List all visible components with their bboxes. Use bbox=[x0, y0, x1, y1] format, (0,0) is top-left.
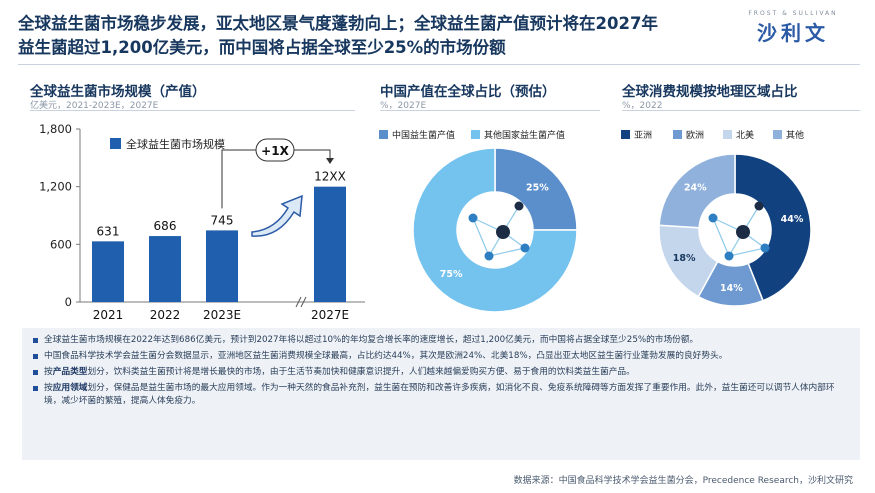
bullet-item-3: 按产品类型划分，饮料类益生菌预计将是增长最快的市场，由于生活节奏加快和健康意识提… bbox=[32, 366, 850, 379]
bar-value-label: 631 bbox=[97, 224, 120, 238]
bar-2023E bbox=[206, 230, 238, 302]
legend-swatch bbox=[673, 130, 682, 139]
legend-swatch bbox=[773, 130, 782, 139]
donut-hole bbox=[457, 192, 533, 268]
right-section-rule bbox=[622, 110, 860, 111]
bullet-3-emphasis: 产品类型 bbox=[52, 367, 88, 377]
bar-value-label: 12XX bbox=[314, 170, 346, 184]
bullet-3-text: 划分，饮料类益生菌预计将是增长最快的市场，由于生活节奏加快和健康意识提升，人们越… bbox=[87, 367, 635, 377]
legend-label: 其他国家益生菌产值 bbox=[484, 129, 565, 141]
page-headline: 全球益生菌市场稳步发展，亚太地区景气度蓬勃向上；全球益生菌产值预计将在2027年… bbox=[18, 12, 738, 60]
pie-value-label: 44% bbox=[781, 214, 804, 225]
pie-value-label: 75% bbox=[440, 269, 463, 280]
growth-badge bbox=[255, 138, 295, 162]
molecule-bond bbox=[728, 247, 766, 257]
donut-hole bbox=[699, 194, 771, 266]
bullet-3-prefix: 按 bbox=[44, 367, 53, 377]
middle-section-title: 中国产值在全球占比（预估） bbox=[380, 84, 556, 100]
middle-section-subtitle: %，2027E bbox=[380, 101, 427, 111]
legend-swatch bbox=[723, 130, 732, 139]
legend-label: 全球益生菌市场规模 bbox=[126, 137, 225, 151]
bar-value-label: 686 bbox=[154, 219, 177, 233]
logo-small-text: FROST & SULLIVAN bbox=[748, 10, 838, 17]
insight-bullets: 全球益生菌市场规模在2022年达到686亿美元，预计到2027年将以超过10%的… bbox=[22, 328, 860, 460]
company-logo: FROST & SULLIVAN 沙利文 bbox=[733, 8, 853, 48]
molecule-node-icon bbox=[708, 213, 718, 223]
axis-break-mark bbox=[295, 296, 302, 308]
legend-label: 中国益生菌产值 bbox=[392, 129, 455, 141]
left-section-rule bbox=[30, 110, 355, 111]
right-section-title: 全球消费规模按地理区域占比 bbox=[622, 84, 798, 100]
x-tick-label: 2022 bbox=[150, 308, 181, 322]
molecule-node-icon bbox=[520, 243, 530, 253]
growth-badge-label: +1X bbox=[261, 144, 289, 158]
growth-arrowhead bbox=[326, 158, 334, 164]
bar-value-label: 745 bbox=[211, 213, 234, 227]
growth-arrow-icon bbox=[251, 194, 303, 237]
x-tick-label: 2027E bbox=[311, 308, 349, 322]
legend-swatch bbox=[110, 138, 121, 149]
bar-2022 bbox=[149, 236, 181, 302]
legend-swatch bbox=[471, 130, 480, 139]
headline-line-1: 全球益生菌市场稳步发展，亚太地区景气度蓬勃向上；全球益生菌产值预计将在2027年 bbox=[18, 14, 658, 33]
bar-2027E bbox=[314, 186, 346, 302]
logo-main-text: 沙利文 bbox=[757, 21, 829, 45]
bullet-4-emphasis: 应用领域 bbox=[52, 383, 88, 393]
bullet-4-prefix: 按 bbox=[44, 383, 53, 393]
left-section-title: 全球益生菌市场规模（产值） bbox=[30, 84, 206, 100]
bullet-4-text: 划分，保健品是益生菌市场的最大应用领域。作为一种天然的食品补充剂，益生菌在预防和… bbox=[44, 383, 835, 406]
molecule-node-icon bbox=[724, 251, 734, 261]
molecule-node-icon bbox=[484, 251, 494, 261]
legend-swatch bbox=[621, 130, 630, 139]
y-tick-label: 1,800 bbox=[39, 122, 72, 136]
y-tick-label: 600 bbox=[50, 237, 72, 251]
pie-value-label: 18% bbox=[673, 253, 696, 264]
right-section-subtitle: %，2022 bbox=[622, 101, 663, 111]
data-source-note: 数据来源：中国食品科学技术学会益生菌分会，Precedence Research… bbox=[513, 476, 853, 486]
bullet-item-2: 中国食品科学技术学会益生菌分会数据显示，亚洲地区益生菌消费规模全球最高，占比约达… bbox=[32, 350, 850, 363]
bar-2021 bbox=[92, 241, 124, 302]
molecule-node-icon bbox=[760, 243, 770, 253]
legend-label: 欧洲 bbox=[686, 129, 704, 141]
legend-label: 其他 bbox=[786, 129, 804, 141]
axis-break-mark bbox=[300, 296, 307, 308]
legend-label: 亚洲 bbox=[634, 130, 652, 141]
legend-swatch bbox=[379, 130, 388, 139]
pie-value-label: 25% bbox=[526, 183, 549, 194]
header-divider bbox=[18, 64, 860, 65]
molecule-bond bbox=[712, 217, 730, 257]
molecule-node-icon bbox=[468, 213, 478, 223]
legend-label: 北美 bbox=[736, 129, 754, 141]
molecule-node-icon bbox=[496, 225, 510, 239]
pie-value-label: 14% bbox=[720, 283, 743, 294]
molecule-node-icon bbox=[754, 201, 764, 211]
x-tick-label: 2023E bbox=[203, 308, 241, 322]
middle-section-rule bbox=[380, 110, 600, 111]
headline-line-2: 益生菌超过1,200亿美元，而中国将占据全球至少25%的市场份额 bbox=[18, 38, 506, 57]
left-section-subtitle: 亿美元，2021-2023E，2027E bbox=[30, 101, 159, 111]
x-tick-label: 2021 bbox=[93, 308, 124, 322]
molecule-bond bbox=[472, 217, 490, 257]
market-size-bar-chart: 0 600 1,200 1,800 631 2021 686 2022 745 2023E 12XX… bbox=[39, 122, 365, 322]
china-share-pie-chart: 25% 75% 中国益生菌产值 其他国家益生菌产值 bbox=[379, 129, 578, 313]
y-tick-label: 1,200 bbox=[39, 180, 72, 194]
pie-value-label: 24% bbox=[684, 183, 707, 194]
y-tick-label: 0 bbox=[65, 295, 72, 309]
molecule-node-icon bbox=[736, 225, 750, 239]
molecule-bond bbox=[488, 247, 526, 257]
bullet-item-4: 按应用领域划分，保健品是益生菌市场的最大应用领域。作为一种天然的食品补充剂，益生… bbox=[32, 382, 850, 408]
molecule-node-icon bbox=[514, 201, 524, 211]
bullet-item-1: 全球益生菌市场规模在2022年达到686亿美元，预计到2027年将以超过10%的… bbox=[32, 334, 850, 347]
region-share-pie-chart: 44% 14% 18% 24% 亚洲 欧洲 北美 其他 bbox=[621, 129, 812, 307]
